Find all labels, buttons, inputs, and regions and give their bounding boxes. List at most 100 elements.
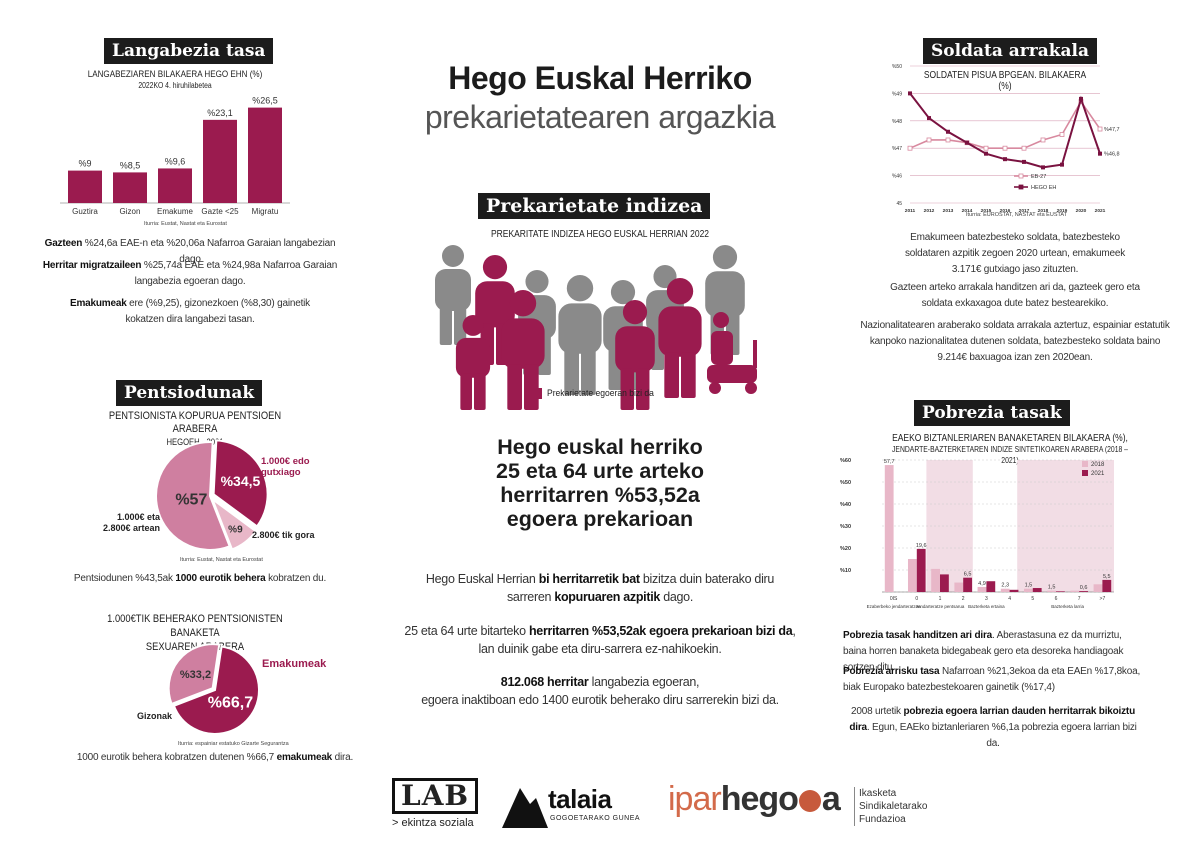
pension-chart1-title-line2: HEGOEH - 2021 <box>166 437 224 447</box>
pension-label-low: 1.000€ edo gutxiago <box>261 456 310 478</box>
pie-slice-label: %33,2 <box>180 669 211 681</box>
wage-legend-label: EB-27 <box>1031 174 1046 180</box>
wage-y-tick: %50 <box>892 64 902 70</box>
person-body-icon <box>501 318 545 369</box>
pie-slice-label: %34,5 <box>221 473 261 489</box>
poverty-group-shade <box>1017 460 1114 592</box>
poverty-bar <box>940 574 949 592</box>
precarity-headline: Hego euskal herriko 25 eta 64 urte artek… <box>430 435 770 531</box>
foundation-label: Ikasketa Sindikaletarako Fundazioa <box>854 787 927 826</box>
poverty-legend-label: 2021 <box>1091 471 1105 477</box>
wage-series-point <box>1002 145 1008 151</box>
unemployment-category-label: Gizon <box>120 207 141 216</box>
poverty-bar <box>1000 588 1010 592</box>
wage-x-tick: 2016 <box>1000 208 1011 214</box>
unemployment-para-3: Emakumeak ere (%9,25), gizonezkoen (%8,3… <box>70 298 310 325</box>
wage-x-tick: 2013 <box>943 208 954 214</box>
poverty-bar <box>1079 591 1089 592</box>
pie-slice <box>167 643 221 706</box>
scooter-wheel-icon <box>745 382 757 394</box>
unemployment-bar <box>113 172 147 203</box>
unemployment-para-1: Gazteen %24,6a EAE-n eta %20,06a Nafarro… <box>44 238 336 265</box>
section-title-pobrezia: Pobrezia tasak <box>914 400 1070 426</box>
person-body-icon <box>435 269 471 311</box>
person-body-icon <box>455 337 491 378</box>
precarity-para-3: 812.068 herritar langabezia egoeran, egoe… <box>421 675 779 707</box>
poverty-data-label: 1,5 <box>1025 583 1033 589</box>
poverty-y-tick: %50 <box>840 480 851 486</box>
poverty-y-tick: %20 <box>840 546 851 552</box>
poverty-x-tick: 4 <box>1008 596 1011 602</box>
poverty-bar <box>954 582 964 592</box>
wage-x-tick: 2021 <box>1095 208 1106 214</box>
wage-series-point <box>983 145 989 151</box>
iparhegoa-logo-part1: ipar <box>668 780 722 818</box>
pension-chart1-title: PENTSIONISTA KOPURUA PENTSIOEN ARABERA H… <box>97 410 293 449</box>
wage-legend-marker <box>1018 184 1024 190</box>
ball-icon <box>798 790 821 812</box>
pie-slice <box>155 441 231 551</box>
poverty-y-tick: %10 <box>840 568 851 574</box>
main-title-line2: prekarietatearen argazkia <box>424 99 776 135</box>
poverty-bar <box>1093 584 1103 592</box>
pie-slice <box>212 439 269 528</box>
unemployment-para-2: Herritar migratzaileen %25,74a EAE eta %… <box>42 260 338 287</box>
person-body-icon <box>615 326 655 373</box>
pension-chart1-title-line1: PENTSIONISTA KOPURUA PENTSIOEN ARABERA <box>108 410 282 435</box>
person-head-icon <box>462 315 484 336</box>
person-head-icon <box>666 278 694 305</box>
pension-source-2: Iturria: espainiar estatuko Gizarte Segu… <box>178 741 289 747</box>
wage-series-point <box>907 145 913 151</box>
poverty-x-tick: 0IS <box>890 596 898 602</box>
wage-series-point <box>945 137 951 143</box>
poverty-data-label: 0,6 <box>1080 585 1088 591</box>
poverty-title-line2: JENDARTE-BAZTERKETAREN INDIZE SINTETIKOA… <box>892 445 1128 465</box>
poverty-group-label: Bazterketa larria <box>1051 604 1084 609</box>
unemployment-bar <box>158 168 192 203</box>
person-leg-icon <box>620 368 634 410</box>
poverty-data-label: 5,5 <box>1103 574 1111 580</box>
talaia-logo-mark <box>502 788 548 828</box>
poverty-x-tick: 0 <box>915 596 918 602</box>
pension-chart2-title-line1: 1.000€TIK BEHERAKO PENTSIONISTEN BANAKET… <box>107 613 283 639</box>
wage-series-point <box>1003 157 1007 162</box>
wage-series-point <box>946 129 950 134</box>
person-head-icon <box>622 300 648 325</box>
foundation-line2: Sindikaletarako <box>859 801 928 812</box>
precarity-headline-line2: 25 eta 64 urte arteko <box>496 459 704 483</box>
poverty-bar <box>916 548 926 592</box>
precarity-people-illustration <box>435 245 757 410</box>
pension-pie-2: %66,7 %33,2 <box>167 643 260 735</box>
precarity-headline-line4: egoera prekarioan <box>506 507 694 531</box>
scooter-rider-head-icon <box>713 312 729 328</box>
poverty-group-label: Jendarteratze pentsarua <box>916 604 965 609</box>
poverty-data-label: 19,6 <box>916 543 927 549</box>
person-head-icon <box>525 270 549 294</box>
poverty-group-label: Ezaberbeko jendarteratzea <box>867 604 922 609</box>
precarity-headline-line1: Hego euskal herriko <box>497 435 703 459</box>
wage-series-point <box>908 91 912 96</box>
lab-logo-text: LAB <box>392 778 479 814</box>
person-leg-icon <box>460 373 472 410</box>
unemployment-value-label: %9 <box>78 159 91 169</box>
poverty-bar <box>977 586 987 592</box>
pie-slice <box>172 645 260 735</box>
poverty-para-1: Pobrezia tasak handitzen ari dira. Abera… <box>843 630 1124 673</box>
poverty-x-tick: 2 <box>962 596 965 602</box>
wage-series-point <box>1097 126 1103 132</box>
pie-slice-label: %57 <box>175 491 207 508</box>
wage-y-tick: %49 <box>892 91 902 97</box>
precarity-legend-label: Prekarietate egoeran bizi da <box>547 388 654 399</box>
poverty-chart: %10 %20 %30 %40 %50 %60 0IS 0 1 2 3 4 5 6 7 >7 57,7 19,6 6… <box>840 458 1114 609</box>
unemployment-subtitle-line2: 2022KO 4. hiruhilabetea <box>138 81 212 90</box>
wage-series-point <box>927 116 931 121</box>
wage-x-tick: 2011 <box>905 208 916 214</box>
wage-y-tick: %47 <box>892 146 902 152</box>
person-head-icon <box>442 245 464 267</box>
talaia-logo-text: talaia <box>548 784 612 814</box>
poverty-bar <box>1056 591 1065 592</box>
pie-slice-label: %9 <box>228 525 243 536</box>
wage-series-line <box>909 92 1101 169</box>
person-body-icon <box>658 306 702 357</box>
unemployment-subtitle: LANGABEZIAREN BILAKAERA HEGO EHN (%) 202… <box>77 69 273 91</box>
